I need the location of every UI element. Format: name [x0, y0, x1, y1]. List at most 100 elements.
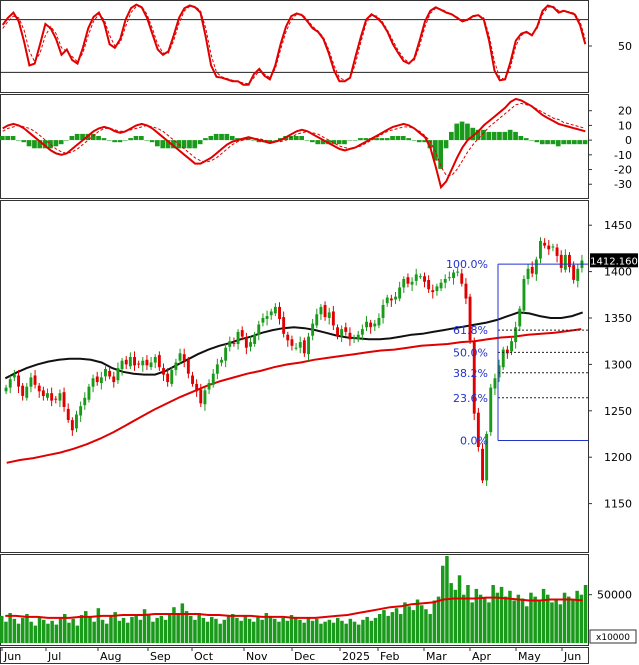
macd-histogram-bar: [336, 140, 342, 145]
macd-histogram-bar: [267, 140, 272, 143]
candle-body: [315, 314, 319, 326]
macd-histogram-bar: [101, 138, 107, 141]
candle-body: [195, 383, 199, 392]
macd-histogram-bar: [406, 138, 411, 141]
candle-body: [70, 420, 74, 431]
candle-body: [137, 363, 141, 365]
volume-bar: [189, 615, 193, 643]
macd-histogram-bar: [251, 140, 256, 141]
macd-histogram-bar: [486, 131, 492, 141]
candle-body: [62, 392, 66, 407]
volume-bar: [281, 617, 285, 643]
volume-bar: [558, 604, 563, 643]
macd-histogram-bar: [272, 140, 278, 141]
candle-body: [128, 357, 132, 367]
volume-bar: [462, 594, 466, 643]
x-tick-label-4: Oct: [194, 650, 214, 663]
volume-bar: [516, 594, 521, 643]
volume-bar: [504, 596, 508, 643]
volume-bar: [247, 618, 252, 643]
candle-body: [497, 365, 501, 378]
volume-bar: [529, 592, 533, 643]
volume-bar: [92, 621, 96, 643]
candle-body: [439, 282, 443, 289]
volume-bar: [201, 617, 206, 643]
volume-bar: [289, 615, 294, 643]
macd-histogram-bar: [10, 136, 16, 141]
candle-body: [153, 357, 157, 363]
volume-bar: [172, 607, 176, 643]
macd-histogram-bar: [384, 138, 390, 141]
ma-red-line: [6, 328, 582, 464]
macd-histogram-bar: [181, 140, 187, 149]
candle-body: [236, 331, 240, 344]
candle-body: [116, 368, 120, 381]
macd-histogram-bar: [256, 140, 262, 143]
candle-body: [91, 378, 95, 387]
macd-histogram-bar: [219, 133, 224, 141]
candle-body: [141, 360, 145, 366]
volume-bar: [273, 618, 277, 643]
candle-body: [29, 377, 33, 387]
candle-body: [472, 341, 476, 414]
fib-label-0: 100.0%: [446, 258, 488, 271]
volume-bar: [264, 613, 269, 643]
volume-bar: [147, 614, 151, 643]
volume-bar: [520, 598, 525, 643]
candle-body: [522, 279, 526, 311]
macd-histogram-bar: [37, 140, 43, 149]
macd-histogram-bar: [534, 140, 540, 143]
candle-body: [340, 329, 344, 337]
volume-bar: [344, 623, 348, 643]
candle-body: [124, 359, 128, 365]
fib-label-1: 61.8%: [453, 324, 488, 337]
macd-histogram-bar: [363, 138, 369, 141]
volume-bar: [184, 611, 189, 643]
stoch-line-1: [1, 3, 587, 86]
macd-tick-label-2: 0: [625, 134, 632, 147]
candle-body: [174, 362, 178, 370]
volume-bar: [46, 623, 50, 643]
candle-body: [33, 375, 37, 385]
volume-bar: [277, 621, 281, 643]
macd-histogram-bar: [358, 138, 363, 141]
volume-bar: [340, 620, 344, 643]
volume-bar: [562, 592, 567, 643]
volume-bar: [96, 608, 101, 643]
macd-histogram-bar: [555, 140, 561, 147]
candle-body: [336, 327, 339, 337]
candle-body: [394, 296, 397, 300]
candle-body: [418, 276, 422, 278]
price-tick-label-4: 1250: [604, 405, 632, 418]
fib-label-3: 38.2%: [453, 367, 488, 380]
volume-bar: [415, 599, 420, 643]
candle-body: [75, 414, 78, 429]
volume-bar: [226, 615, 231, 643]
candle-body: [518, 308, 522, 327]
price-tick-label-6: 1150: [604, 498, 632, 511]
candle-body: [365, 321, 368, 328]
volume-bar: [424, 609, 428, 643]
volume-bar: [579, 594, 584, 643]
macd-histogram-bar: [58, 140, 64, 145]
volume-bar: [294, 616, 298, 643]
macd-histogram-bar: [443, 140, 449, 149]
candle-body: [543, 242, 547, 246]
volume-bar: [84, 611, 88, 643]
price-tick-label-0: 1450: [604, 219, 632, 232]
candle-body: [54, 398, 58, 400]
fib-label-5: 0.0%: [460, 434, 488, 447]
candle-body: [563, 254, 567, 270]
volume-bar: [58, 617, 63, 643]
macd-histogram-bar: [459, 121, 465, 141]
volume-bar: [310, 620, 315, 643]
stoch-tick-label-0: 50: [618, 40, 632, 53]
macd-histogram-bar: [481, 129, 486, 141]
volume-bar: [499, 586, 504, 643]
macd-histogram-bar: [465, 123, 470, 141]
macd-histogram-bar: [390, 136, 395, 141]
macd-line-2: [2, 102, 586, 176]
candle-body: [547, 245, 551, 250]
volume-bar: [197, 613, 201, 643]
volume-bar: [163, 619, 168, 643]
